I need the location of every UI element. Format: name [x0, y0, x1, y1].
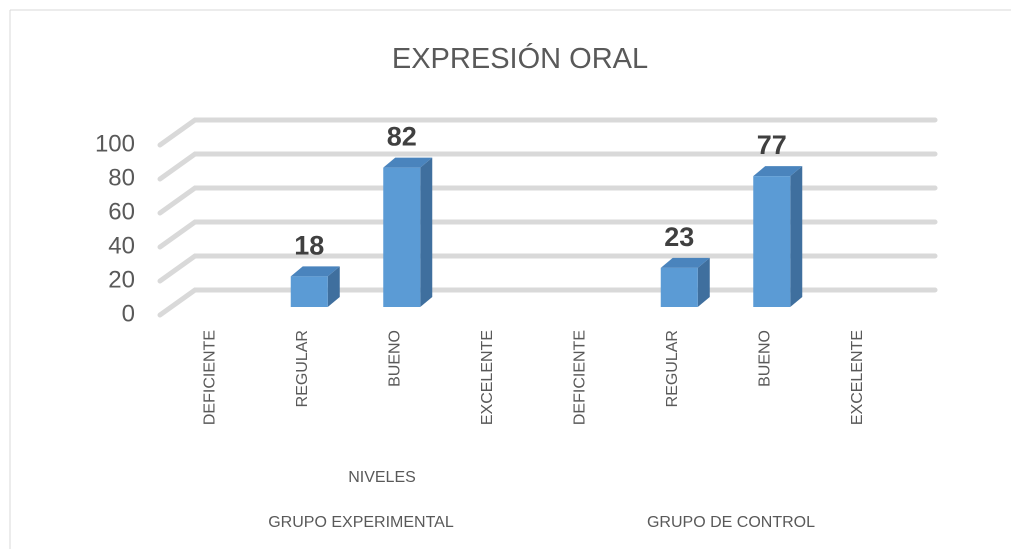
- x-tick-label: EXCELENTE: [479, 330, 496, 425]
- grid-line: [157, 253, 938, 284]
- group-label: GRUPO EXPERIMENTAL: [268, 514, 454, 531]
- data-label: 82: [387, 122, 417, 152]
- y-tick-label: 80: [108, 164, 135, 191]
- y-tick-label: 0: [122, 300, 135, 327]
- grid-line: [157, 185, 938, 216]
- group-label: GRUPO DE CONTROL: [647, 514, 815, 531]
- x-tick-label: BUENO: [756, 330, 773, 387]
- x-tick-label: REGULAR: [664, 330, 681, 407]
- bar: [383, 157, 433, 307]
- bar: [290, 266, 340, 307]
- x-tick-label: DEFICIENTE: [571, 330, 588, 425]
- grid-line: [157, 219, 938, 250]
- grid-line: [157, 117, 938, 148]
- y-tick-label: 100: [95, 130, 135, 157]
- x-tick-label: BUENO: [386, 330, 403, 387]
- data-label: 77: [757, 130, 787, 160]
- grid-line: [157, 151, 938, 182]
- x-axis-title: NIVELES: [348, 469, 416, 486]
- data-label: 18: [294, 230, 324, 260]
- data-label: 23: [664, 222, 694, 252]
- x-tick-label: DEFICIENTE: [201, 330, 218, 425]
- x-tick-label: REGULAR: [294, 330, 311, 407]
- chart-title: EXPRESIÓN ORAL: [392, 42, 648, 75]
- bar: [753, 166, 803, 307]
- y-tick-label: 40: [108, 232, 135, 259]
- grid-line: [157, 287, 938, 318]
- bar: [660, 257, 710, 307]
- y-tick-label: 60: [108, 198, 135, 225]
- y-tick-label: 20: [108, 266, 135, 293]
- x-tick-label: EXCELENTE: [849, 330, 866, 425]
